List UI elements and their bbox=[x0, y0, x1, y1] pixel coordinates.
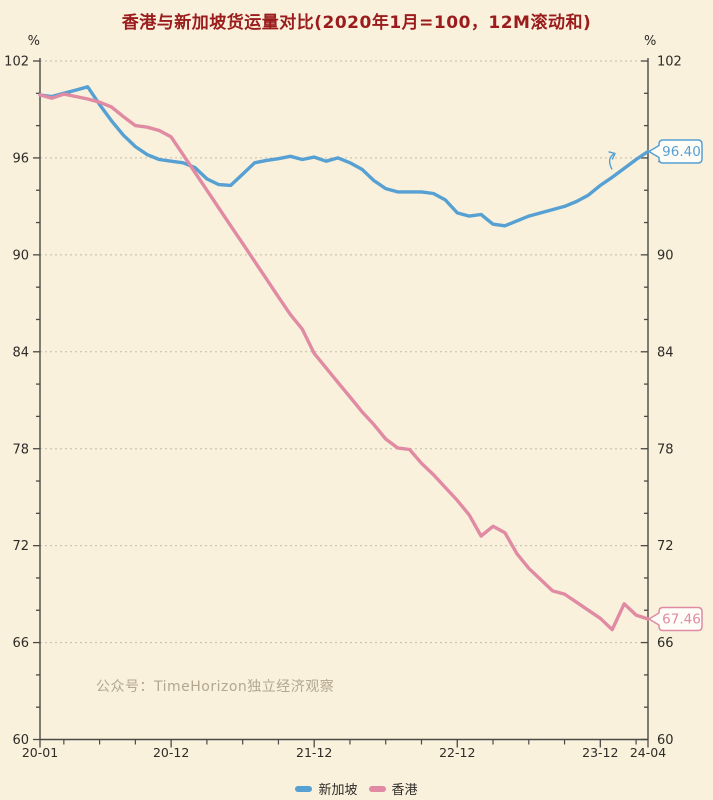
legend-label-hongkong: 香港 bbox=[391, 783, 418, 798]
legend-label-singapore: 新加坡 bbox=[318, 783, 358, 798]
x-tick-label: 22-12 bbox=[439, 745, 475, 760]
chart-title: 香港与新加坡货运量对比(2020年1月=100，12M滚动和) bbox=[121, 13, 592, 33]
y-tick-label-right: 60 bbox=[657, 733, 674, 748]
y-tick-label-left: 96 bbox=[12, 151, 29, 166]
legend: 新加坡 香港 bbox=[0, 779, 713, 798]
y-tick-label-left: 84 bbox=[12, 345, 29, 360]
end-value-label: 67.46 bbox=[662, 612, 701, 628]
y-tick-label-right: 78 bbox=[657, 442, 674, 457]
y-tick-label-right: 84 bbox=[657, 345, 674, 360]
y-axis-unit-right: % bbox=[644, 34, 657, 49]
x-tick-label: 24-04 bbox=[630, 745, 666, 760]
y-tick-label-right: 102 bbox=[657, 55, 682, 70]
legend-item-singapore: 新加坡 bbox=[295, 779, 358, 798]
y-tick-label-left: 60 bbox=[12, 733, 29, 748]
callout-arrow-doodle-head bbox=[608, 151, 616, 160]
y-tick-label-left: 102 bbox=[4, 55, 29, 70]
singapore-line-swatch-icon bbox=[295, 785, 313, 792]
y-tick-label-right: 72 bbox=[657, 539, 674, 554]
x-tick-label: 20-12 bbox=[153, 745, 189, 760]
hongkong-line-swatch-icon bbox=[368, 785, 386, 792]
x-tick-label: 21-12 bbox=[296, 745, 332, 760]
end-value-callout bbox=[648, 606, 703, 632]
end-value-label: 96.40 bbox=[662, 144, 701, 160]
end-value-callout bbox=[648, 139, 703, 164]
y-tick-label-left: 72 bbox=[12, 539, 29, 554]
watermark-text: 公众号：TimeHorizon独立经济观察 bbox=[96, 679, 335, 695]
callout-arrow-doodle bbox=[608, 152, 616, 170]
legend-item-hongkong: 香港 bbox=[368, 779, 418, 798]
x-tick-label: 20-01 bbox=[22, 745, 58, 760]
y-axis-unit-left: % bbox=[27, 34, 40, 49]
hongkong-line bbox=[38, 92, 650, 632]
y-tick-label-right: 66 bbox=[657, 636, 674, 651]
y-tick-label-right: 90 bbox=[657, 248, 674, 263]
y-tick-label-left: 78 bbox=[12, 442, 29, 457]
y-tick-label-left: 90 bbox=[12, 248, 29, 263]
x-tick-label: 23-12 bbox=[582, 745, 618, 760]
y-tick-label-left: 66 bbox=[12, 636, 29, 651]
singapore-line bbox=[38, 85, 650, 228]
